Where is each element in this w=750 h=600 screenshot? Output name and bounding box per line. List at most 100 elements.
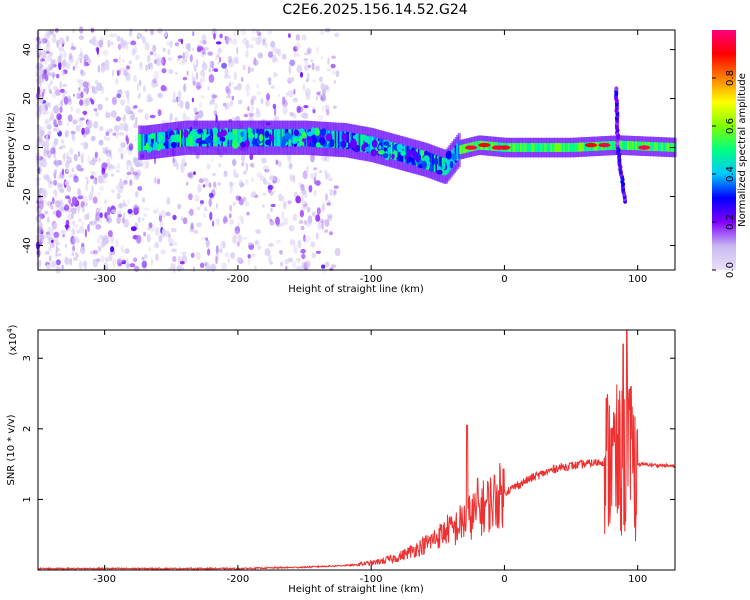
spectrogram-speckle-cell <box>72 246 75 250</box>
spectrogram-speckle-cell <box>196 85 203 89</box>
spectrogram-ridge-blob <box>396 143 404 152</box>
spectrogram-ridge-blob <box>391 153 395 159</box>
spectrogram-speckle-cell <box>110 152 113 160</box>
spectrogram-speckle-cell <box>236 46 239 55</box>
spectrogram-speckle-cell <box>177 57 181 62</box>
spectrogram-speckle-cell <box>131 48 136 56</box>
spectrogram-speckle-cell <box>171 248 177 253</box>
spectrogram-ridge-core <box>556 143 560 152</box>
spectrogram-speckle-cell <box>84 228 87 238</box>
spectrogram-speckle-cell <box>246 211 250 216</box>
spectrogram-ridge-core <box>540 143 544 152</box>
spectrogram-x-tick-label: -200 <box>227 274 250 285</box>
spectrogram-ridge-core <box>203 129 206 147</box>
spectrogram-speckle-cell <box>40 235 43 243</box>
spectrogram-y-ticks: -40 -20 0 20 40 <box>22 43 675 254</box>
spectrogram-ridge-core <box>585 142 589 152</box>
spectrogram-speckle-cell <box>172 98 178 103</box>
spectrogram-speckle-cell <box>281 210 284 220</box>
spectrogram-speckle-cell <box>45 264 51 269</box>
spectrogram-speckle-cell <box>315 232 319 240</box>
spectrogram-speckle-cell <box>177 97 181 103</box>
spectrogram-speckle-cell <box>218 163 222 168</box>
spectrogram-speckle-cell <box>86 180 89 185</box>
spectrogram-ridge-core <box>564 143 568 152</box>
spectrogram-speckle-cell <box>237 99 243 105</box>
spectrogram-speckle-cell <box>51 224 58 231</box>
spectrogram-ridge-core <box>459 145 462 154</box>
spectrogram-ridge-core <box>561 143 565 152</box>
spectrogram-speckle-cell <box>333 189 337 195</box>
spectrogram-speckle-cell <box>96 258 101 263</box>
spectrogram-speckle-cell <box>179 260 185 265</box>
spectrogram-speckle-cell <box>161 56 166 66</box>
spectrogram-ridge-core <box>566 143 569 152</box>
spectrogram-ridge-core <box>280 129 283 147</box>
spectrogram-speckle-cell <box>160 84 166 92</box>
spectrogram-speckle-cell <box>324 84 329 90</box>
spectrogram-speckle-cell <box>325 192 328 202</box>
spectrogram-speckle-cell <box>63 53 67 60</box>
spectrogram-speckle-cell <box>164 30 168 38</box>
spectrogram-speckle-cell <box>302 200 308 210</box>
spectrogram-speckle-cell <box>304 88 311 97</box>
spectrogram-speckle-cell <box>108 164 113 168</box>
spectrogram-speckle-cell <box>304 236 307 245</box>
spectrogram-speckle-cell <box>326 67 332 72</box>
spectrogram-speckle-cell <box>111 209 117 214</box>
spectrogram-speckle-cell <box>321 221 324 230</box>
spectrogram-ridge-core <box>648 142 651 151</box>
spectrogram-speckle-cell <box>40 103 45 112</box>
spectrogram-speckle-cell <box>38 130 45 137</box>
spectrogram-speckle-cell <box>78 260 83 270</box>
spectrogram-ridge-blob <box>163 142 169 147</box>
spectrogram-speckle-cell <box>66 185 71 193</box>
spectrogram-speckle-cell <box>99 206 102 212</box>
spectrogram-speckle-cell <box>103 262 108 270</box>
spectrogram-ridge-core <box>179 129 182 147</box>
spectrogram-speckle-cell <box>56 242 61 246</box>
spectrogram-ridge-core <box>636 141 640 151</box>
spectrogram-speckle-cell <box>251 95 257 101</box>
spectrogram-speckle-cell <box>148 222 153 229</box>
spectrogram-ridge-blob <box>316 129 320 136</box>
spectrogram-speckle-cell <box>261 157 267 164</box>
spectrogram-ridge-blob <box>269 134 275 142</box>
spectrogram-speckle-cell <box>165 211 171 217</box>
spectrogram-peak <box>638 145 651 150</box>
spectrogram-speckle-cell <box>120 247 125 254</box>
spectrogram-speckle-cell <box>315 95 319 101</box>
spectrogram-speckle-cell <box>241 77 244 82</box>
spectrogram-speckle-cell <box>180 164 185 173</box>
spectrogram-speckle-cell <box>87 58 92 65</box>
spectrogram-speckle-cell <box>132 171 138 176</box>
spectrogram-speckle-cell <box>141 217 145 222</box>
spectrogram-speckle-cell <box>228 80 232 88</box>
spectrogram-speckle-cell <box>293 88 296 95</box>
spectrogram-speckle-cell <box>241 161 245 167</box>
spectrogram-ridge-core <box>461 144 464 154</box>
spectrogram-speckle-cell <box>96 82 103 91</box>
spectrogram-ridge-core <box>555 143 558 152</box>
spectrogram-speckle-cell <box>251 177 254 183</box>
spectrogram-speckle-cell <box>228 59 235 68</box>
spectrogram-speckle-cell <box>177 90 182 100</box>
spectrogram-speckle-cell <box>120 244 125 252</box>
spectrogram-speckle-cell <box>203 206 208 212</box>
spectrogram-ridge-core <box>532 143 536 152</box>
spectrogram-speckle-cell <box>172 157 175 163</box>
spectrogram-speckle-cell <box>70 131 76 135</box>
spectrogram-speckle-cell <box>201 34 207 43</box>
spectrogram-speckle-cell <box>116 192 121 200</box>
spectrogram-speckle-cell <box>265 100 269 104</box>
spectrogram-speckle-cell <box>47 226 52 232</box>
spectrogram-speckle-cell <box>275 48 280 55</box>
spectrogram-speckle-cell <box>295 266 302 271</box>
spectrogram-ridge-core <box>347 132 350 150</box>
spectrogram-speckle-cell <box>202 77 205 82</box>
spectrogram-speckle-cell <box>207 51 213 56</box>
spectrogram-speckle-cell <box>143 85 146 93</box>
spectrogram-ridge-core <box>475 141 478 151</box>
spectrogram-speckle-cell <box>319 30 325 35</box>
spectrogram-speckle-cell <box>299 209 304 218</box>
